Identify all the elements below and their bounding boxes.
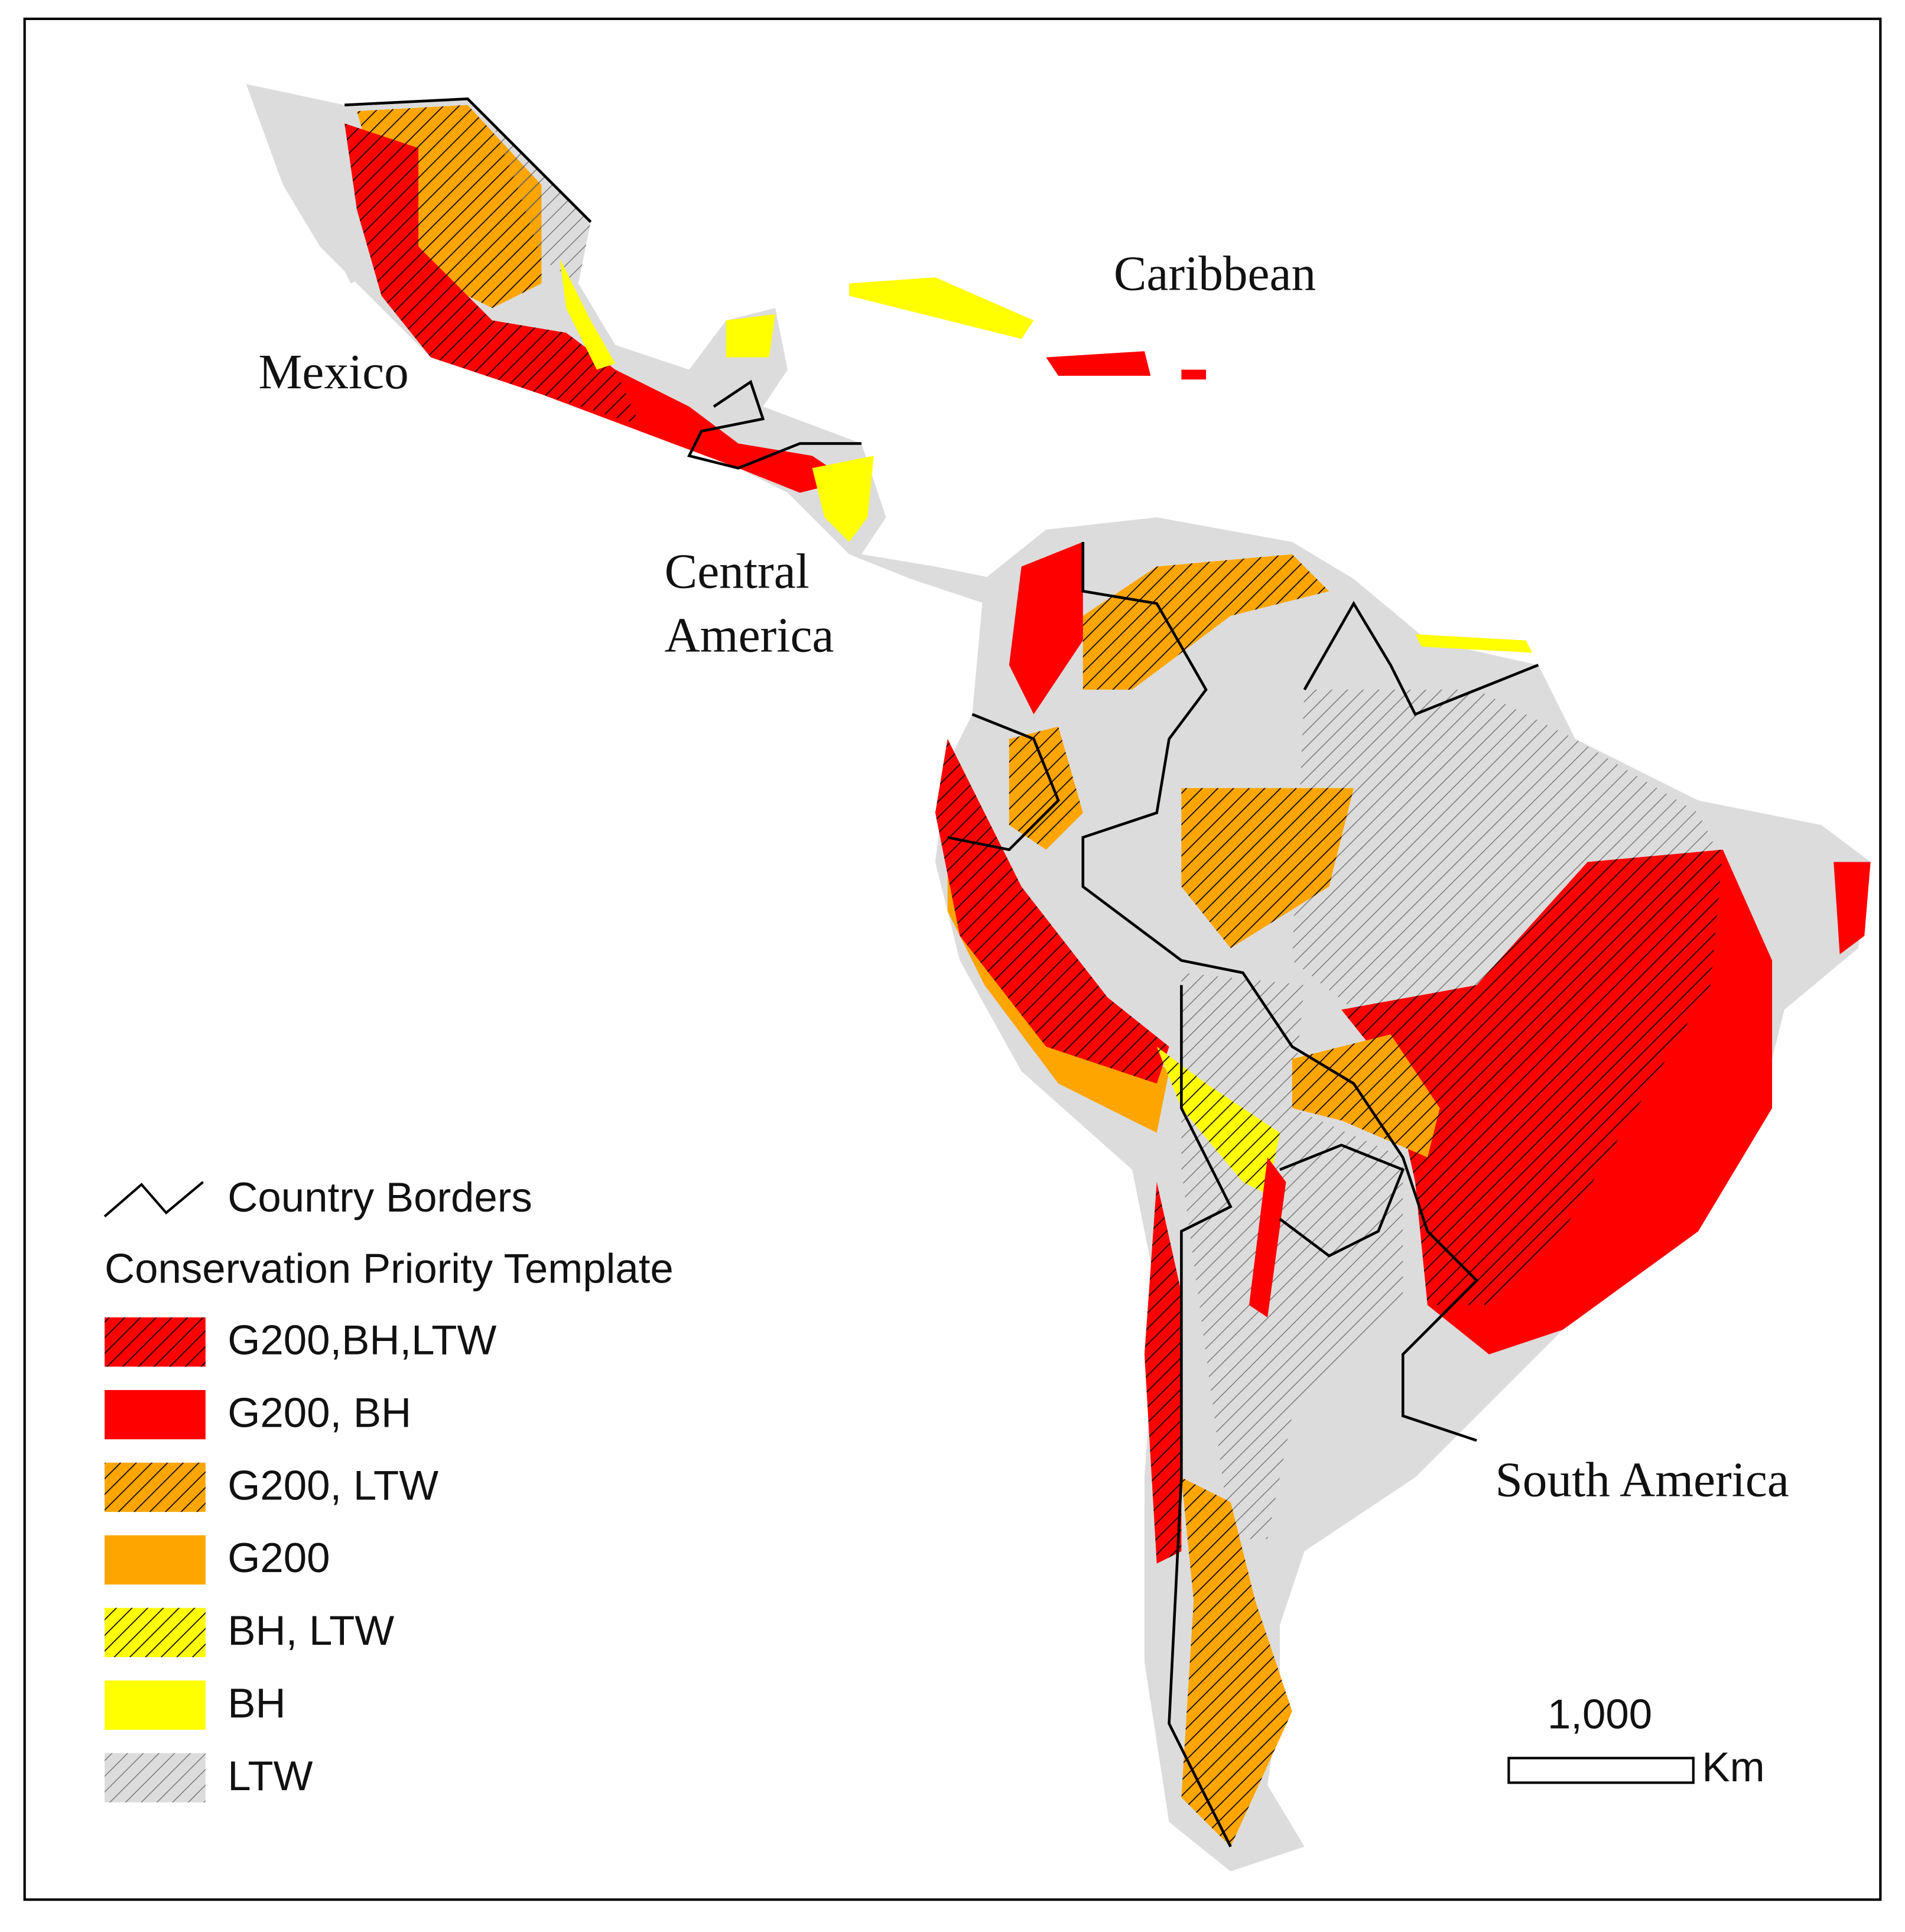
pantanal-hatch [1292,1034,1440,1158]
region-label: America [665,609,834,663]
land-baja [283,111,363,284]
guiana-bh [1415,634,1532,653]
ca-bh [812,456,874,543]
patagonia-hatch [1181,1477,1292,1847]
venezuela-hatch [1082,554,1329,690]
legend-title: Conservation Priority Template [105,1246,674,1293]
region-label: South America [1495,1453,1789,1507]
puerto-rico [1181,369,1207,380]
region-label: Mexico [258,345,408,400]
border-legend-icon [103,1181,204,1217]
legend: Country Borders Conservation Priority Te… [103,1174,674,1803]
legend-label: G200, LTW [227,1462,438,1509]
country-borders [344,97,1539,1847]
legend-swatch-hatch [105,1608,206,1657]
border [947,713,1060,852]
yucatan-bh [726,314,776,358]
legend-label: G200,BH,LTW [227,1317,496,1364]
border [1303,600,1539,716]
chile-hatch [1144,1182,1182,1564]
border [344,97,592,223]
mx-ltw [492,123,591,284]
andes-hatch [935,739,1169,1084]
scale-bar: 1,000 Km [1507,1691,1765,1791]
border-legend-label: Country Borders [227,1174,532,1221]
region-labels: Mexico Caribbean Central America South Ameri… [258,246,1789,1507]
cuba-bh [849,277,1034,339]
legend-swatch [105,1680,206,1730]
mx-red-hatch [344,123,640,426]
legend-label: LTW [227,1753,313,1800]
legend-swatch-hatch [105,1753,206,1803]
amazon-g200-hatch [1181,788,1354,949]
region-label: Caribbean [1114,246,1316,301]
ecuador-hatch [1009,726,1083,850]
brazil-hatch [1341,849,1723,1306]
legend-swatch-hatch [105,1317,206,1367]
scale-label: 1,000 [1548,1691,1652,1738]
legend-swatch [105,1389,206,1440]
ne-brazil-red [1834,862,1871,954]
border [1279,1144,1405,1258]
border [1168,985,1233,1847]
land-shapes [246,84,1871,1872]
yungas-red [1249,1157,1286,1318]
bolivia-hatch [1156,1046,1280,1194]
legend-swatch [105,1535,206,1585]
border [1081,542,1479,1442]
legend-label: BH [227,1680,285,1727]
mx-bh [560,258,616,370]
border [687,379,862,470]
scale-rect [1507,1756,1695,1784]
hispaniola [1046,351,1151,376]
legend-label: BH, LTW [227,1608,394,1654]
legend-label: G200, BH [227,1389,411,1436]
legend-label: G200 [227,1535,330,1582]
region-label: Central [665,544,810,599]
amazon-ltw [1292,689,1723,1010]
scale-unit: Km [1702,1744,1764,1791]
colombia-red [1009,542,1083,715]
legend-swatch-hatch [105,1462,206,1512]
